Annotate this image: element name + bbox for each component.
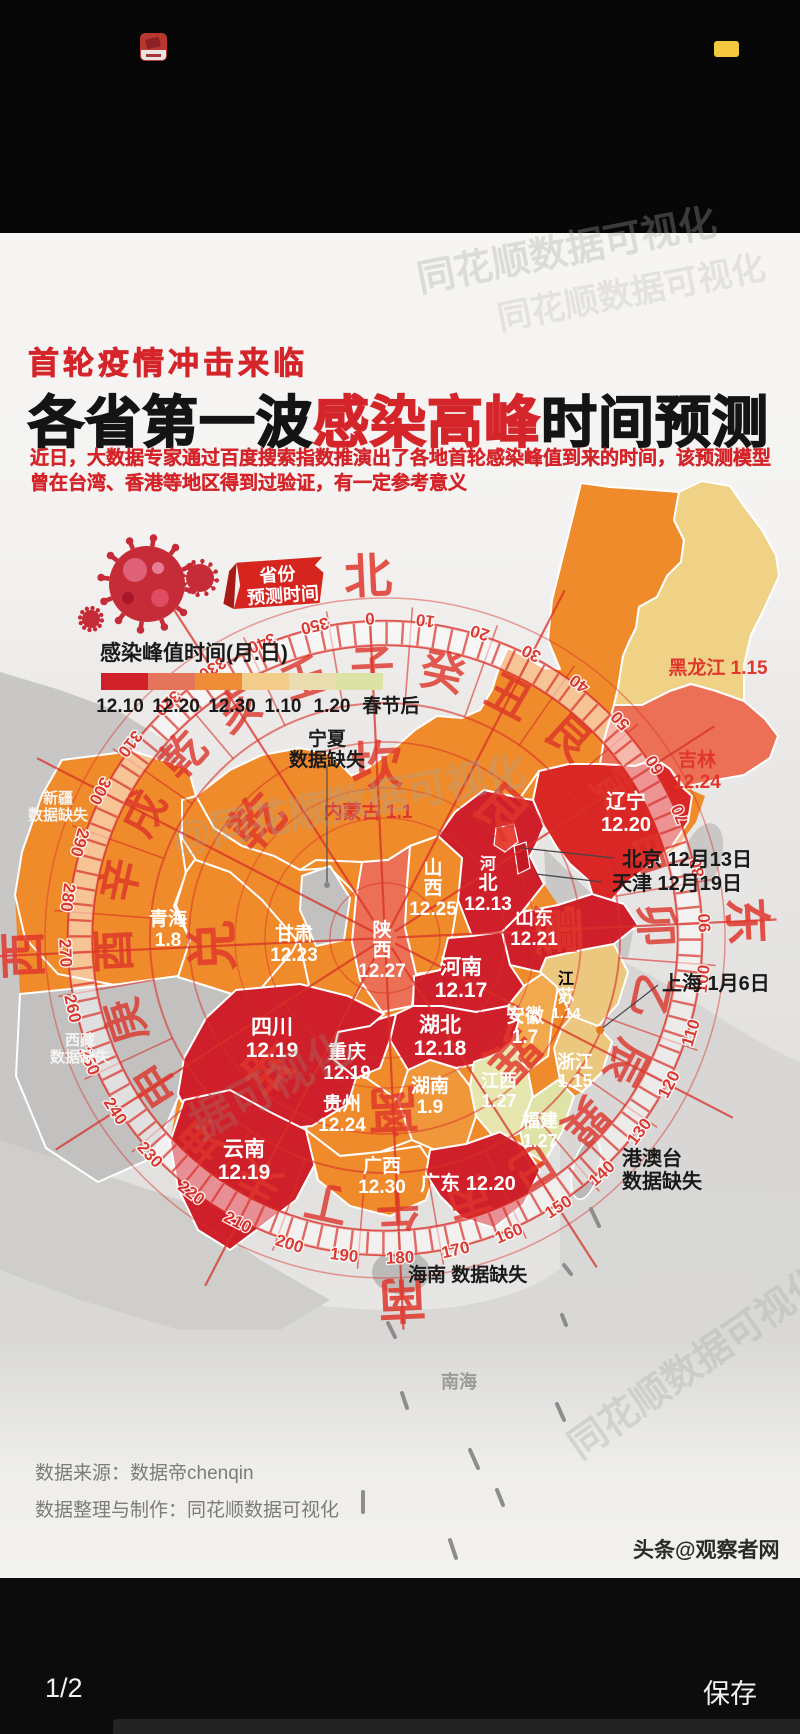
svg-text:北京 12月13日: 北京 12月13日 <box>622 847 752 871</box>
svg-text:河: 河 <box>480 854 496 873</box>
svg-text:12.24: 12.24 <box>673 772 721 793</box>
svg-text:苏: 苏 <box>558 986 575 1006</box>
svg-text:江: 江 <box>558 970 574 988</box>
svg-text:12.30: 12.30 <box>358 1177 406 1198</box>
svg-text:陕: 陕 <box>372 918 391 941</box>
svg-text:12.20: 12.20 <box>601 814 651 836</box>
svg-text:12.21: 12.21 <box>510 929 558 950</box>
svg-text:天津 12月19日: 天津 12月19日 <box>612 872 742 895</box>
svg-text:南: 南 <box>377 1271 427 1326</box>
svg-text:重庆: 重庆 <box>328 1040 366 1063</box>
svg-text:预测时间: 预测时间 <box>246 582 319 608</box>
svg-text:12.24: 12.24 <box>318 1115 366 1136</box>
svg-text:10: 10 <box>415 610 436 631</box>
svg-text:西藏: 西藏 <box>65 1031 95 1049</box>
svg-text:离: 离 <box>366 1079 421 1139</box>
svg-text:数据缺失: 数据缺失 <box>289 748 366 771</box>
svg-text:省份: 省份 <box>258 563 297 587</box>
svg-text:12.18: 12.18 <box>414 1037 467 1060</box>
svg-text:坎: 坎 <box>350 737 405 797</box>
svg-text:福建: 福建 <box>521 1110 558 1131</box>
svg-text:感染峰值时间(月.日): 感染峰值时间(月.日) <box>100 641 288 665</box>
svg-text:1.7: 1.7 <box>512 1027 538 1048</box>
svg-text:1.14: 1.14 <box>551 1005 581 1022</box>
svg-text:180: 180 <box>385 1247 414 1267</box>
svg-text:广西: 广西 <box>363 1154 401 1177</box>
svg-text:湖北: 湖北 <box>419 1014 461 1037</box>
svg-text:1.9: 1.9 <box>417 1097 443 1118</box>
svg-text:12.20: 12.20 <box>152 696 200 717</box>
svg-text:港澳台: 港澳台 <box>622 1146 682 1170</box>
svg-text:12.19: 12.19 <box>323 1063 371 1084</box>
svg-text:山: 山 <box>423 857 442 879</box>
svg-text:12.30: 12.30 <box>208 696 256 717</box>
svg-text:270: 270 <box>55 938 75 967</box>
svg-text:1.8: 1.8 <box>155 930 181 951</box>
svg-text:0: 0 <box>365 609 375 628</box>
svg-text:江西: 江西 <box>481 1071 517 1091</box>
svg-text:辛: 辛 <box>92 854 149 907</box>
svg-text:12.10: 12.10 <box>96 696 144 717</box>
svg-text:青海: 青海 <box>149 907 187 930</box>
svg-text:丁: 丁 <box>300 1174 353 1231</box>
svg-text:西: 西 <box>423 878 442 899</box>
svg-text:吉林: 吉林 <box>678 748 716 771</box>
svg-text:甘肃: 甘肃 <box>275 922 313 945</box>
svg-text:浙江: 浙江 <box>557 1051 593 1072</box>
svg-text:1.27: 1.27 <box>522 1131 557 1151</box>
svg-text:春节后: 春节后 <box>362 694 419 717</box>
svg-text:卯: 卯 <box>630 902 681 948</box>
svg-text:东: 东 <box>718 896 773 946</box>
svg-text:震: 震 <box>526 903 586 958</box>
svg-text:广东 12.20: 广东 12.20 <box>420 1171 516 1195</box>
svg-text:1.10: 1.10 <box>265 696 302 717</box>
svg-text:12.19: 12.19 <box>246 1039 299 1062</box>
svg-text:12.19: 12.19 <box>218 1161 271 1184</box>
svg-text:90: 90 <box>695 913 715 933</box>
svg-text:癸: 癸 <box>416 645 469 702</box>
svg-text:黑龙江 1.15: 黑龙江 1.15 <box>668 656 768 679</box>
svg-text:1.20: 1.20 <box>314 696 351 717</box>
svg-text:湖南: 湖南 <box>411 1075 449 1097</box>
svg-text:四川: 四川 <box>251 1016 293 1039</box>
svg-text:北: 北 <box>478 872 497 894</box>
svg-text:280: 280 <box>57 882 79 913</box>
svg-text:酉: 酉 <box>89 928 140 974</box>
svg-text:190: 190 <box>329 1244 360 1266</box>
svg-text:12.25: 12.25 <box>409 899 457 920</box>
svg-text:12.23: 12.23 <box>270 945 318 966</box>
svg-text:午: 午 <box>375 1183 421 1234</box>
svg-text:上海 1月6日: 上海 1月6日 <box>662 971 770 995</box>
svg-text:数据缺失: 数据缺失 <box>28 806 89 824</box>
svg-text:1.15: 1.15 <box>557 1071 592 1091</box>
svg-text:1.27: 1.27 <box>481 1091 516 1111</box>
svg-text:河南: 河南 <box>440 955 482 979</box>
svg-text:12.17: 12.17 <box>435 979 488 1002</box>
svg-text:170: 170 <box>440 1238 472 1263</box>
svg-text:贵州: 贵州 <box>323 1093 361 1115</box>
svg-text:辽宁: 辽宁 <box>606 789 646 813</box>
svg-text:海南 数据缺失: 海南 数据缺失 <box>408 1263 528 1286</box>
svg-text:12.13: 12.13 <box>464 894 512 915</box>
svg-text:西: 西 <box>0 930 52 980</box>
svg-text:北: 北 <box>343 550 393 605</box>
svg-text:云南: 云南 <box>223 1137 265 1161</box>
svg-text:宁夏: 宁夏 <box>308 727 347 750</box>
svg-text:12.27: 12.27 <box>358 961 406 982</box>
svg-text:新疆: 新疆 <box>43 789 73 807</box>
svg-text:南海: 南海 <box>441 1371 477 1392</box>
svg-text:20: 20 <box>468 621 492 645</box>
svg-text:山东: 山东 <box>515 906 553 929</box>
svg-text:西: 西 <box>372 940 391 961</box>
svg-text:数据缺失: 数据缺失 <box>622 1169 703 1193</box>
svg-text:数据缺失: 数据缺失 <box>50 1048 111 1066</box>
svg-text:乙: 乙 <box>621 969 678 1022</box>
svg-text:安徽: 安徽 <box>506 1004 545 1027</box>
svg-text:兑: 兑 <box>184 919 244 974</box>
svg-text:内蒙古 1.1: 内蒙古 1.1 <box>324 800 413 823</box>
